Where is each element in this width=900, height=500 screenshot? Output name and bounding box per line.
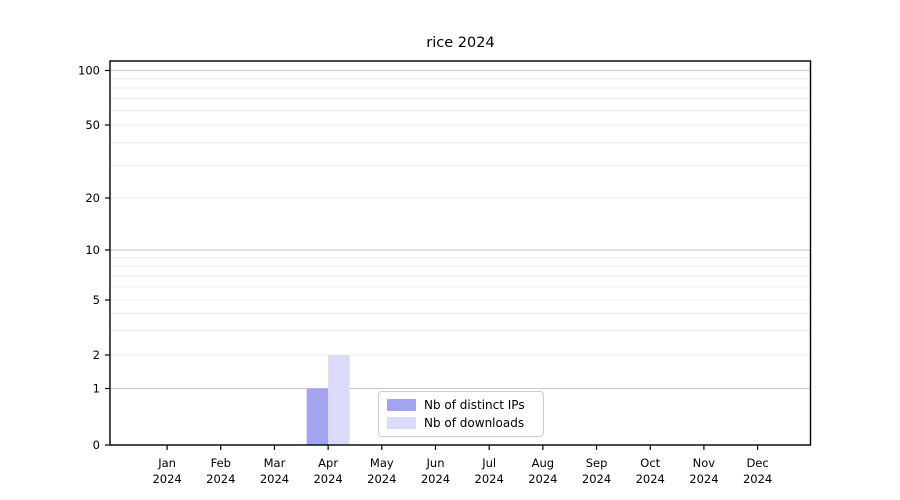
x-tick-label-month: Sep bbox=[586, 456, 608, 470]
x-tick-label-month: Jan bbox=[157, 456, 176, 470]
y-tick-label: 1 bbox=[93, 382, 100, 396]
x-tick-label-year: 2024 bbox=[313, 472, 342, 486]
legend-row-downloads: Nb of downloads bbox=[387, 416, 535, 430]
x-tick-label-month: Aug bbox=[532, 456, 554, 470]
x-tick-label-month: Oct bbox=[640, 456, 660, 470]
bar-nb-of-distinct-ips bbox=[306, 388, 329, 445]
x-tick-label-year: 2024 bbox=[206, 472, 235, 486]
bar-nb-of-downloads bbox=[328, 355, 350, 445]
legend-box: Nb of distinct IPs Nb of downloads bbox=[378, 391, 544, 437]
y-tick-label: 20 bbox=[85, 191, 100, 205]
plot-border bbox=[109, 60, 812, 446]
chart-title: rice 2024 bbox=[426, 35, 495, 51]
x-tick-label-month: Apr bbox=[318, 456, 338, 470]
y-tick-label: 5 bbox=[93, 293, 100, 307]
x-tick-label-month: May bbox=[370, 456, 394, 470]
x-tick-label-year: 2024 bbox=[743, 472, 772, 486]
x-tick-label-year: 2024 bbox=[367, 472, 396, 486]
x-tick-label-year: 2024 bbox=[421, 472, 450, 486]
x-tick-label-month: Jul bbox=[481, 456, 496, 470]
y-tick-label: 100 bbox=[78, 64, 100, 78]
legend-label-distinct-ips: Nb of distinct IPs bbox=[424, 398, 525, 412]
x-tick-label-year: 2024 bbox=[528, 472, 557, 486]
x-tick-label-year: 2024 bbox=[636, 472, 665, 486]
x-tick-label-year: 2024 bbox=[260, 472, 289, 486]
x-tick-label-month: Jun bbox=[426, 456, 445, 470]
y-tick-label: 50 bbox=[85, 118, 100, 132]
x-tick-label-month: Dec bbox=[746, 456, 768, 470]
x-tick-label-month: Mar bbox=[264, 456, 286, 470]
x-tick-label-year: 2024 bbox=[152, 472, 181, 486]
legend-swatch-distinct-ips bbox=[387, 399, 416, 411]
x-tick-label-year: 2024 bbox=[689, 472, 718, 486]
x-tick-label-year: 2024 bbox=[475, 472, 504, 486]
legend-swatch-downloads bbox=[387, 417, 416, 429]
x-tick-label-month: Feb bbox=[211, 456, 231, 470]
y-tick-label: 10 bbox=[85, 243, 100, 257]
legend-label-downloads: Nb of downloads bbox=[424, 416, 525, 430]
x-tick-label-month: Nov bbox=[693, 456, 716, 470]
y-tick-label: 2 bbox=[93, 348, 100, 362]
x-tick-label-year: 2024 bbox=[582, 472, 611, 486]
y-tick-label: 0 bbox=[93, 438, 100, 452]
legend-row-distinct-ips: Nb of distinct IPs bbox=[387, 398, 535, 412]
